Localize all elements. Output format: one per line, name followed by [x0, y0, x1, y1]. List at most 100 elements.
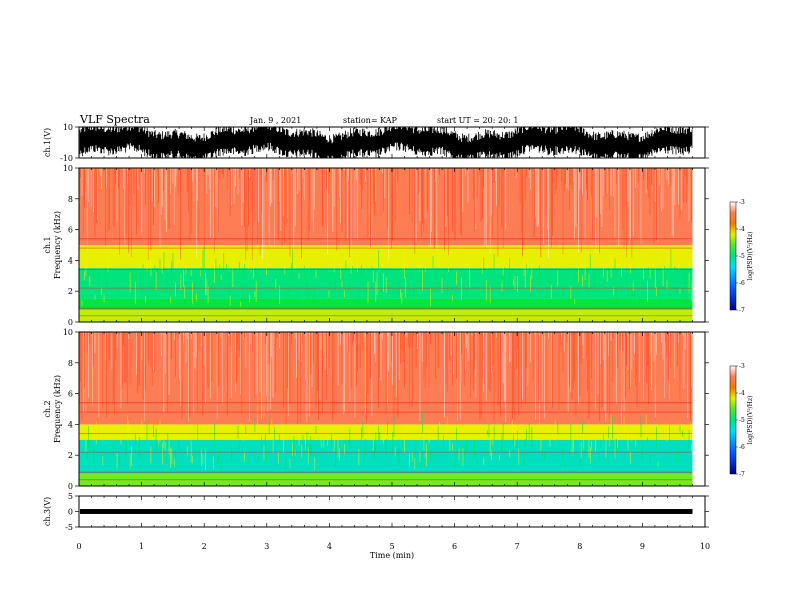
- ch1-spectrogram-streak: [248, 168, 249, 227]
- ch1-spectrogram-streak: [615, 285, 617, 303]
- ch1-spectrogram-streak: [298, 168, 300, 191]
- ch2-spectrogram-streak: [128, 420, 130, 439]
- ch1-spectrogram-streak: [580, 279, 582, 285]
- ch1-spectrogram-streak: [194, 277, 196, 290]
- ch1-spectrogram-streak: [397, 168, 399, 182]
- ch1-spectrogram-ylabel: ch.1: [43, 236, 52, 253]
- ch1-spectrogram-streak: [534, 168, 535, 238]
- ch2-spectrogram-streak: [688, 332, 690, 405]
- ch2-spectrogram-streak: [387, 332, 388, 404]
- ch1-spectrogram-streak: [151, 168, 153, 202]
- ch1-spectrogram-streak: [404, 255, 405, 279]
- ch2-spectrogram-streak: [608, 332, 609, 357]
- ch2-spectrogram-streak: [419, 332, 421, 421]
- ch2-spectrogram-streak: [526, 428, 527, 445]
- ch1-spectrogram-streak: [684, 269, 686, 287]
- ch2-spectrogram-streak: [153, 425, 154, 438]
- ch2-spectrogram-streak: [193, 332, 195, 416]
- ch1-waveform-trace: [79, 127, 693, 158]
- ch2-spectrogram-streak: [257, 419, 258, 434]
- ch2-spectrogram-streak: [378, 425, 379, 441]
- ch2-spectrogram-streak: [406, 424, 408, 435]
- ch2-spectrogram-streak: [365, 439, 366, 455]
- ch2-spectrogram-streak: [393, 414, 395, 437]
- ch2-spectrogram-streak: [320, 332, 322, 350]
- ch2-spectrogram-streak: [579, 459, 581, 466]
- ch1-spectrogram-streak: [154, 168, 156, 208]
- ch1-spectrogram-streak: [630, 168, 631, 240]
- ch1-spectrogram-streak: [350, 168, 352, 256]
- ch1-waveform-panel: 10 -10 ch.1(V): [43, 123, 709, 163]
- ch1-spectrogram-streak: [240, 301, 241, 307]
- ch1-spectrogram-streak: [367, 168, 369, 239]
- ch2-spectrogram-streak: [623, 416, 625, 438]
- ch2-spectrogram-streak: [298, 427, 300, 447]
- ch1-spectrogram-streak: [371, 168, 373, 247]
- ch2-spectrogram-band: [79, 439, 693, 474]
- ch2-spectrogram-streak: [687, 332, 689, 419]
- ch2-spectrogram-streak: [526, 332, 527, 369]
- ch2-spectrogram-streak: [456, 427, 457, 442]
- ch1-spectrogram-streak: [673, 168, 674, 238]
- ch2-spectrogram-streak: [548, 332, 549, 339]
- ch2-spectrogram-streak: [645, 414, 647, 435]
- ch1-spectrogram-streak: [528, 168, 530, 178]
- ch1-spectrogram-streak: [420, 269, 422, 287]
- ch2-spectrogram-streak: [335, 447, 336, 467]
- ch2-spectrogram-streak: [129, 454, 131, 469]
- ch1-spectrogram-streak: [600, 168, 601, 215]
- ch1-spectrogram-streak: [653, 168, 655, 245]
- ch2-spectrogram-streak: [462, 448, 464, 466]
- ch1-spectrogram-streak: [160, 168, 162, 215]
- ch1-spectrogram-streak: [381, 168, 383, 174]
- ch2-spectrogram-streak: [453, 332, 455, 376]
- ch2-spectrogram-streak: [123, 332, 124, 345]
- ch1-spectrogram-streak: [309, 168, 310, 232]
- ch2-spectrogram-streak: [612, 415, 613, 439]
- ch2-spectrogram-streak: [228, 332, 230, 337]
- ch2-spectrogram-streak: [510, 332, 512, 363]
- date-label: Jan. 9 , 2021: [249, 116, 301, 125]
- ch1-spectrogram-streak: [129, 168, 131, 207]
- ch2-spectrogram-streak: [201, 332, 202, 347]
- ch2-spectrogram-streak: [198, 448, 200, 462]
- ch2-spectrogram-streak: [268, 332, 270, 365]
- ch2-spectrogram-streak: [88, 426, 89, 449]
- ch2-spectrogram-streak: [537, 332, 539, 402]
- ch1-spectrogram-streak: [393, 168, 395, 170]
- ch2-spectrogram-streak: [420, 459, 422, 468]
- ch2-spectrogram-streak: [145, 332, 146, 390]
- ch1-spectrogram-streak: [491, 286, 492, 304]
- ch2-spectrogram-streak: [691, 443, 693, 454]
- ch1-spectrogram-streak: [185, 266, 187, 275]
- ch2-spectrogram-streak: [614, 435, 616, 459]
- ch1-spectrogram-streak: [245, 168, 247, 260]
- ch2-spectrogram-streak: [530, 332, 531, 363]
- ch2-spectrogram-streak: [283, 430, 284, 454]
- ch1-spectrogram-streak: [635, 168, 637, 189]
- ch1-spectrogram-streak: [553, 168, 555, 183]
- ch2-spectrogram-streak: [591, 332, 592, 380]
- ch2-spectrogram-streak: [437, 332, 439, 369]
- ch2-spectrogram-streak: [690, 332, 691, 421]
- ch1-spectrogram-streak: [401, 292, 403, 304]
- ch1-spectrogram-streak: [639, 296, 641, 304]
- ch1-spectrogram-streak: [95, 168, 97, 224]
- ch2-spectrogram-streak: [379, 431, 381, 441]
- ch1-spectrogram-streak: [284, 266, 286, 275]
- ch2-spectrogram-streak: [314, 457, 316, 471]
- ch2-spectrogram-ytick-label: 0: [68, 482, 73, 491]
- ch1-spectrogram-streak: [632, 282, 634, 291]
- ch1-spectrogram-streak: [314, 168, 315, 210]
- ch1-spectrogram-streak: [530, 275, 531, 292]
- ch1-spectrogram-streak: [216, 168, 218, 216]
- ch1-spectrogram-streak: [626, 274, 628, 286]
- ch1-spectrogram-streak: [228, 273, 230, 296]
- ch1-spectrogram-streak: [656, 168, 657, 241]
- ch2-spectrogram-streak: [423, 432, 425, 451]
- ch1-spectrogram-streak: [461, 168, 462, 237]
- ch2-spectrogram-streak: [353, 332, 354, 342]
- ch2-spectrogram-streak: [306, 332, 308, 423]
- ch2-spectrogram-streak: [275, 332, 276, 393]
- ch2-spectrogram-streak: [483, 458, 485, 465]
